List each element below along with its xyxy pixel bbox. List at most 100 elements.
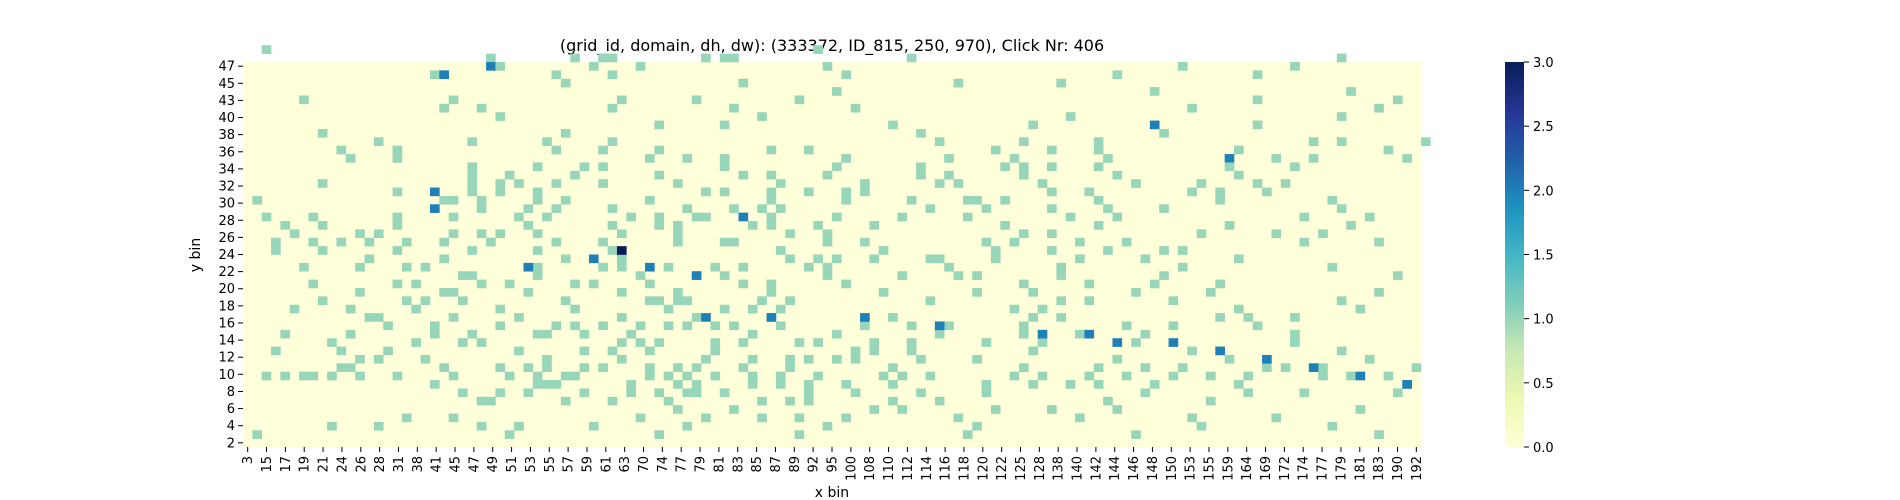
heatmap-cell [981,380,992,389]
heatmap-cell [981,237,992,247]
heatmap-cell [775,304,786,314]
heatmap-cell [1075,329,1085,339]
heatmap-cell [1140,254,1151,264]
heatmap-cell [1411,363,1422,372]
colorbar-tick-label: 2.0 [1533,184,1554,199]
heatmap-cell [645,363,655,372]
heatmap-cell [1093,137,1104,146]
heatmap-cell [691,388,702,398]
colorbar-tick-label: 2.5 [1533,120,1554,135]
heatmap-cell [616,229,627,239]
heatmap-cell [1252,321,1263,331]
x-tick-label: 110 [882,456,897,481]
heatmap-cell [1234,304,1244,314]
heatmap-cell [429,380,440,389]
heatmap-cell [719,237,730,247]
heatmap-cell [1299,388,1310,398]
heatmap-cell [392,371,403,381]
heatmap-cell [654,120,665,130]
heatmap-cell [729,103,739,113]
heatmap-cell [803,396,814,406]
heatmap-cell [1243,371,1254,381]
heatmap-cell [1056,78,1067,88]
heatmap-cell [467,170,478,180]
heatmap-cell [345,154,356,163]
y-tick-label: 12 [218,351,235,366]
heatmap-cell [953,271,964,280]
heatmap-cell [1346,87,1356,96]
heatmap-cell [1234,145,1244,155]
heatmap-cell [1084,279,1095,289]
heatmap-cell [392,221,403,230]
x-tick-label: 89 [788,456,803,473]
heatmap-cell [701,313,711,322]
heatmap-cell [1215,313,1225,322]
y-tick-label: 24 [218,248,235,263]
heatmap-cell [532,371,543,381]
heatmap-cell [616,354,627,364]
heatmap-cell [1037,329,1048,339]
heatmap-cell [616,95,627,105]
heatmap-cell [551,204,562,213]
heatmap-cell [710,346,721,356]
heatmap-cell [1168,371,1179,381]
heatmap-cell [850,388,861,398]
heatmap-cell [682,154,693,163]
x-tick-label: 79 [694,456,709,473]
heatmap-cell [551,145,562,155]
heatmap-cell [635,413,646,423]
heatmap-cell [373,421,384,431]
heatmap-cell [888,120,898,130]
heatmap-cell [1159,271,1169,280]
heatmap-cell [888,363,898,372]
heatmap-cell [364,313,375,322]
heatmap-cell [607,137,618,146]
heatmap-cell [813,254,823,264]
heatmap-cell [1215,279,1225,289]
heatmap-cell [869,338,880,347]
x-tick-label: 70 [637,456,652,473]
heatmap-cell [1131,179,1141,188]
heatmap-cell [775,321,786,331]
heatmap-cell [738,78,749,88]
heatmap-cell [981,204,992,213]
heatmap-cell [495,363,506,372]
heatmap-cell [1084,329,1095,339]
heatmap-cell [1018,363,1029,372]
heatmap-cell [673,179,683,188]
heatmap-cell [1271,413,1282,423]
heatmap-cell [841,187,851,197]
heatmap-cell [551,380,562,389]
heatmap-cell [832,162,842,172]
heatmap-cell [317,128,328,138]
heatmap-cell [532,187,543,197]
heatmap-cell [429,70,440,80]
heatmap-cell [588,62,599,71]
heatmap-cell [869,221,880,230]
heatmap-cell [832,254,842,264]
heatmap-cell [645,154,655,163]
heatmap-cell [570,53,580,63]
heatmap-cell [1177,363,1188,372]
x-tick-label: 57 [562,456,577,473]
heatmap-cell [1028,287,1038,297]
x-axis-label: x bin [815,485,849,500]
heatmap-cell [1149,120,1160,130]
heatmap-cell [1308,363,1319,372]
heatmap-cell [691,313,702,322]
x-tick-label: 51 [505,456,520,473]
heatmap-cell [401,296,412,306]
heatmap-cell [981,388,992,398]
heatmap-cell [663,304,674,314]
heatmap-cell [654,170,665,180]
heatmap-cell [673,221,683,230]
heatmap-cell [1327,195,1338,205]
heatmap-cell [1224,154,1235,163]
heatmap-cell [934,396,945,406]
heatmap-cell [1299,237,1310,247]
heatmap-cell [317,179,328,188]
heatmap-cell [1112,170,1123,180]
x-tick-label: 164 [1240,456,1255,481]
heatmap-cell [1056,271,1067,280]
